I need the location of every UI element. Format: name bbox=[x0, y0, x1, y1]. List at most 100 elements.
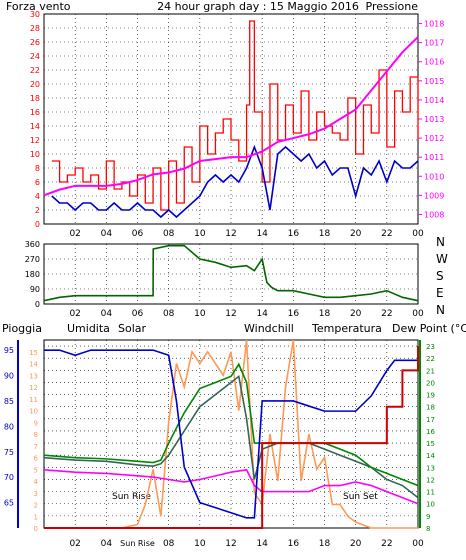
direction-x-tick-label: 20 bbox=[350, 309, 362, 319]
direction-y-tick-label: 180 bbox=[25, 270, 40, 279]
multi-x-tick-label: 10 bbox=[194, 539, 206, 549]
compass-label: S bbox=[436, 269, 444, 283]
wind-x-tick-label: 14 bbox=[256, 229, 268, 239]
multi-x-tick-label: 08 bbox=[163, 539, 175, 549]
temperature-tick-label: 12 bbox=[426, 476, 435, 484]
pressure-tick-label: 1008 bbox=[424, 210, 444, 219]
pressure-tick-label: 1011 bbox=[424, 153, 444, 162]
pressure-tick-label: 1013 bbox=[424, 115, 444, 124]
direction-y-tick-label: 90 bbox=[30, 285, 40, 294]
multi-x-tick-label: 02 bbox=[69, 539, 80, 549]
solar-tick-label: 2 bbox=[34, 502, 38, 510]
wind-y-tick-label: 12 bbox=[30, 136, 40, 145]
humidity-tick-label: 80 bbox=[4, 422, 14, 431]
legend-temperature: Temperatura bbox=[311, 322, 382, 335]
temperature-tick-label: 20 bbox=[426, 379, 435, 387]
direction-x-tick-label: 08 bbox=[163, 309, 175, 319]
multi-x-tick-label: 22 bbox=[381, 539, 392, 549]
temperature-tick-label: 11 bbox=[426, 489, 435, 497]
humidity-tick-label: 70 bbox=[4, 473, 14, 482]
multi-x-tick-label: 12 bbox=[225, 539, 236, 549]
temperature-tick-label: 22 bbox=[426, 355, 435, 363]
legend-solar: Solar bbox=[118, 322, 147, 335]
solar-tick-label: 5 bbox=[34, 466, 38, 474]
multi-x-tick-label: 18 bbox=[319, 539, 331, 549]
wind-force-line bbox=[51, 20, 419, 211]
direction-x-tick-label: 14 bbox=[256, 309, 268, 319]
pressure-tick-label: 1016 bbox=[424, 58, 444, 67]
wind-force-title: Forza vento bbox=[6, 0, 71, 13]
wind-y-tick-label: 26 bbox=[30, 38, 40, 47]
wind-y-tick-label: 20 bbox=[30, 80, 40, 89]
graph-title: 24 hour graph day : 15 Maggio 2016 bbox=[157, 0, 359, 13]
temperature-tick-label: 15 bbox=[426, 440, 435, 448]
solar-tick-label: 3 bbox=[34, 490, 38, 498]
direction-x-tick-label: 00 bbox=[412, 309, 424, 319]
direction-x-tick-label: 06 bbox=[132, 309, 144, 319]
humidity-tick-label: 85 bbox=[4, 397, 14, 406]
wind-x-tick-label: 06 bbox=[132, 229, 144, 239]
solar-line bbox=[44, 339, 418, 529]
humidity-tick-label: 90 bbox=[4, 372, 14, 381]
humidity-tick-label: 95 bbox=[4, 346, 14, 355]
multi-x-tick-label: 04 bbox=[101, 539, 113, 549]
temperature-tick-label: 18 bbox=[426, 404, 435, 412]
legend-windchill: Windchill bbox=[244, 322, 294, 335]
temperature-tick-label: 21 bbox=[426, 367, 435, 375]
temperature-tick-label: 10 bbox=[426, 501, 435, 509]
wind-x-tick-label: 04 bbox=[101, 229, 113, 239]
multi-x-tick-label: 00 bbox=[412, 539, 424, 549]
dewpoint-line bbox=[43, 468, 419, 505]
sunrise-annotation: Sun Rise bbox=[112, 492, 151, 502]
wind-y-tick-label: 2 bbox=[35, 206, 40, 215]
temperature-tick-label: 23 bbox=[426, 343, 435, 351]
direction-x-tick-label: 18 bbox=[319, 309, 331, 319]
wind-x-tick-label: 20 bbox=[350, 229, 362, 239]
wind-y-tick-label: 24 bbox=[30, 52, 40, 61]
direction-x-tick-label: 22 bbox=[381, 309, 392, 319]
wind-x-tick-label: 08 bbox=[163, 229, 175, 239]
pressure-tick-label: 1018 bbox=[424, 20, 444, 29]
temperature-line bbox=[43, 362, 419, 487]
wind-x-tick-label: 22 bbox=[381, 229, 392, 239]
solar-tick-label: 12 bbox=[29, 384, 38, 392]
direction-x-tick-label: 12 bbox=[225, 309, 236, 319]
sunset-annotation: Sun Set bbox=[343, 492, 378, 502]
compass-label: W bbox=[436, 252, 448, 266]
direction-x-tick-label: 02 bbox=[69, 309, 80, 319]
wind-x-tick-label: 12 bbox=[225, 229, 236, 239]
wind-x-tick-label: 00 bbox=[412, 229, 424, 239]
temperature-tick-label: 14 bbox=[426, 452, 435, 460]
direction-y-tick-label: 0 bbox=[35, 300, 40, 309]
direction-y-tick-label: 270 bbox=[25, 255, 40, 264]
solar-tick-label: 15 bbox=[29, 349, 38, 357]
solar-tick-label: 8 bbox=[34, 431, 38, 439]
pressure-tick-label: 1014 bbox=[424, 96, 444, 105]
solar-tick-label: 11 bbox=[29, 396, 38, 404]
compass-label: E bbox=[436, 286, 444, 300]
wind-x-tick-label: 10 bbox=[194, 229, 206, 239]
legend-rain: Pioggia bbox=[2, 322, 42, 335]
wind-x-tick-label: 16 bbox=[288, 229, 300, 239]
solar-tick-label: 6 bbox=[34, 455, 39, 463]
wind-direction-line bbox=[43, 244, 419, 302]
wind-x-tick-label: 18 bbox=[319, 229, 331, 239]
direction-x-tick-label: 04 bbox=[101, 309, 113, 319]
solar-tick-label: 7 bbox=[34, 443, 38, 451]
wind-y-tick-label: 28 bbox=[30, 24, 40, 33]
pressure-tick-label: 1009 bbox=[424, 191, 444, 200]
multi-x-tick-label: 20 bbox=[350, 539, 362, 549]
direction-x-tick-label: 16 bbox=[288, 309, 300, 319]
solar-tick-label: 4 bbox=[34, 478, 39, 486]
pressure-tick-label: 1010 bbox=[424, 172, 444, 181]
wind-y-tick-label: 14 bbox=[30, 122, 40, 131]
compass-label: N bbox=[436, 235, 445, 249]
chart-marks: 02 04 06 08 10 12 14 16 18 20 22 000246810121416182… bbox=[4, 10, 448, 549]
solar-tick-label: 0 bbox=[34, 525, 38, 533]
wind-y-tick-label: 22 bbox=[30, 66, 40, 75]
pressure-line bbox=[43, 36, 419, 197]
multi-x-tick-label: 14 bbox=[256, 539, 268, 549]
wind-x-tick-label: 02 bbox=[69, 229, 80, 239]
compass-label: N bbox=[436, 303, 445, 317]
